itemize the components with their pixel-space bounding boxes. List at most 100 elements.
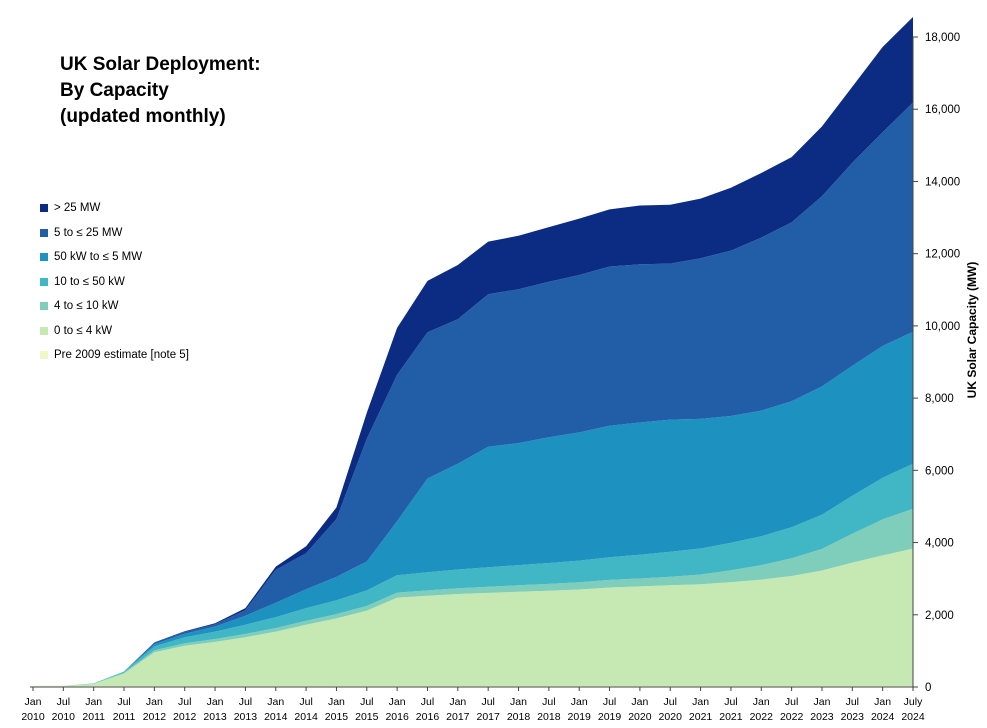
x-tick-label-month: Jan (85, 696, 102, 708)
x-tick-label-month: Jan (571, 696, 588, 708)
legend-swatch (40, 326, 48, 335)
y-ticks: 0 2,000 4,000 6,000 8,000 10,000 12,000 14,000 1… (913, 32, 960, 694)
legend-item: > 25 MW (40, 196, 189, 221)
x-tick-label-month: Jul (117, 696, 130, 708)
x-tick-label-month: Jan (631, 696, 648, 708)
legend-swatch (40, 253, 48, 262)
area-series-4 (33, 331, 913, 686)
x-tick-label-month: Jan (389, 696, 406, 708)
x-tick-label-year: 2012 (143, 711, 167, 723)
x-tick-label-year: 2017 (476, 711, 500, 723)
x-tick-label-year: 2012 (173, 711, 197, 723)
legend-item: 0 to ≤ 4 kW (40, 319, 189, 344)
x-tick-label-year: 2017 (446, 711, 470, 723)
legend-item: 10 to ≤ 50 kW (40, 270, 189, 295)
y-tick-label: 2,000 (925, 610, 954, 622)
legend-swatch (40, 351, 48, 360)
y-tick-label: 10,000 (925, 321, 960, 333)
title-line-1: UK Solar Deployment: (60, 54, 261, 75)
x-tick-label-year: 2020 (659, 711, 683, 723)
x-tick-label-month: Jan (813, 696, 830, 708)
x-tick-label-month: Jul (542, 696, 555, 708)
legend-label: Pre 2009 estimate [note 5] (54, 349, 189, 362)
legend-label: 4 to ≤ 10 kW (54, 300, 119, 313)
y-tick-label: 6,000 (925, 465, 954, 477)
y-tick-label: 12,000 (925, 249, 960, 261)
x-tick-label-year: 2023 (810, 711, 834, 723)
title-line-3: (updated monthly) (60, 106, 226, 127)
x-tick-label-year: 2014 (264, 711, 288, 723)
x-tick-label-year: 2018 (537, 711, 561, 723)
y-tick-label: 4,000 (925, 538, 954, 550)
x-tick-label-year: 2022 (780, 711, 804, 723)
x-tick-label-month: Jan (146, 696, 163, 708)
x-tick-label-year: 2018 (507, 711, 531, 723)
y-tick-label: 14,000 (925, 176, 960, 188)
x-tick-label-month: Jul (360, 696, 373, 708)
legend-swatch (40, 228, 48, 237)
x-tick-label-year: 2011 (113, 711, 136, 723)
x-tick-label-month: Jan (328, 696, 345, 708)
x-tick-label-month: Jan (267, 696, 284, 708)
legend-label: 50 kW to ≤ 5 MW (54, 251, 143, 264)
x-tick-label-month: Jul (239, 696, 252, 708)
x-tick-label-year: 2013 (234, 711, 258, 723)
x-tick-label-month: Jan (874, 696, 891, 708)
x-tick-label-month: Jul (664, 696, 677, 708)
x-tick-label-year: 2020 (628, 711, 652, 723)
legend-label: 0 to ≤ 4 kW (54, 324, 113, 337)
x-tick-label-year: 2021 (689, 711, 713, 723)
y-tick-label: 18,000 (925, 32, 960, 44)
area-series-1 (33, 548, 913, 687)
x-tick-label-year: 2010 (52, 711, 76, 723)
x-tick-label-year: 2014 (294, 711, 318, 723)
x-tick-label-month: Jan (25, 696, 42, 708)
x-tick-label-year: 2013 (203, 711, 227, 723)
x-tick-label-month: July (904, 696, 923, 708)
x-ticks: Jan 2010 Jul 2010 Jan 2011 Jul 2011 Jan 2012 Jul 20… (21, 687, 925, 723)
x-tick-label-month: Jul (57, 696, 70, 708)
x-tick-label-month: Jul (785, 696, 798, 708)
legend-item: 4 to ≤ 10 kW (40, 294, 189, 319)
x-tick-label-month: Jan (449, 696, 466, 708)
legend-label: > 25 MW (54, 202, 101, 215)
x-tick-label-year: 2023 (841, 711, 865, 723)
x-tick-label-year: 2022 (750, 711, 774, 723)
y-tick-label: 0 (925, 682, 931, 694)
x-tick-label-year: 2019 (598, 711, 622, 723)
area-series-3 (33, 463, 913, 686)
x-tick-label-month: Jul (724, 696, 737, 708)
x-tick-label-month: Jan (510, 696, 527, 708)
legend-item: 50 kW to ≤ 5 MW (40, 245, 189, 270)
x-tick-label-year: 2021 (719, 711, 743, 723)
x-tick-label-year: 2016 (385, 711, 409, 723)
x-tick-label-year: 2024 (901, 711, 925, 723)
y-tick-label: 16,000 (925, 104, 960, 116)
x-tick-label-month: Jan (692, 696, 709, 708)
x-tick-label-year: 2015 (355, 711, 379, 723)
x-tick-label-year: 2010 (21, 711, 45, 723)
x-tick-label-month: Jul (178, 696, 191, 708)
x-tick-label-month: Jan (207, 696, 224, 708)
legend-swatch (40, 204, 48, 213)
x-tick-label-month: Jul (299, 696, 312, 708)
x-tick-label-month: Jul (603, 696, 616, 708)
x-tick-label-year: 2024 (871, 711, 895, 723)
legend-item: Pre 2009 estimate [note 5] (40, 343, 189, 368)
x-tick-label-year: 2015 (325, 711, 349, 723)
x-tick-label-month: Jul (481, 696, 494, 708)
title-line-2: By Capacity (60, 80, 169, 101)
legend-swatch (40, 302, 48, 311)
axes (30, 37, 914, 688)
x-tick-label-month: Jul (421, 696, 434, 708)
x-tick-label-year: 2011 (82, 711, 105, 723)
legend-label: 5 to ≤ 25 MW (54, 226, 123, 239)
y-tick-label: 8,000 (925, 393, 954, 405)
x-tick-label-month: Jul (846, 696, 859, 708)
legend-label: 10 to ≤ 50 kW (54, 275, 125, 288)
legend: > 25 MW 5 to ≤ 25 MW 50 kW to ≤ 5 MW 10 to … (40, 196, 189, 368)
x-tick-label-year: 2016 (416, 711, 440, 723)
x-tick-label-month: Jan (753, 696, 770, 708)
legend-item: 5 to ≤ 25 MW (40, 221, 189, 246)
